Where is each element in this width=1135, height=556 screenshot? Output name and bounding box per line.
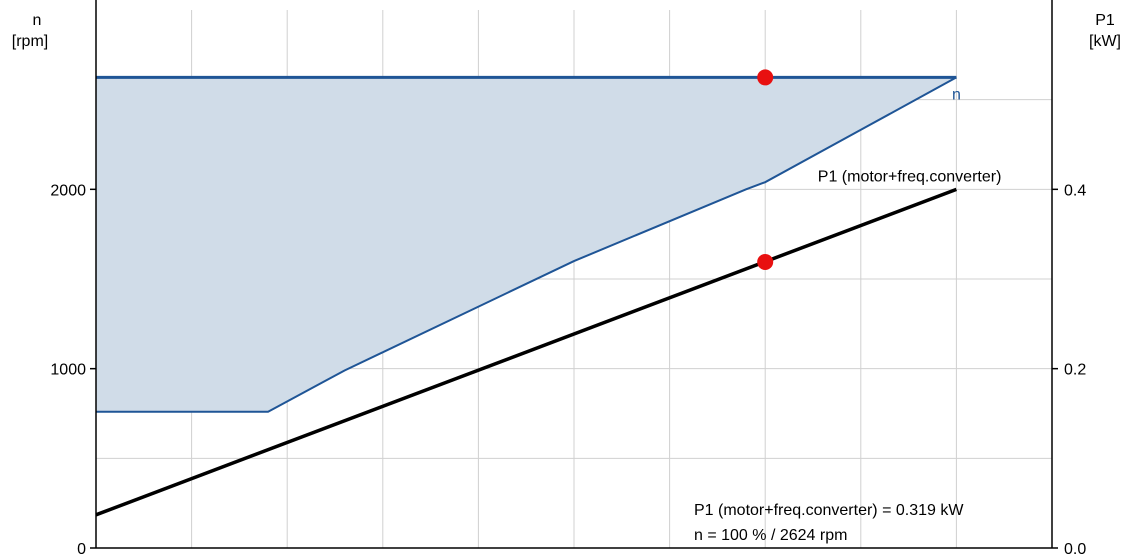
- left-axis-label-line1: n: [33, 12, 42, 29]
- operating-point-n: [757, 69, 774, 86]
- operating-point-p1: [757, 253, 774, 270]
- ticks: 0 1000 2000 0.0 0.2 0.4: [50, 182, 1086, 556]
- left-axis-label-line2: [rpm]: [12, 33, 48, 50]
- series-label-p1: P1 (motor+freq.converter): [818, 168, 1002, 185]
- left-tick-label: 1000: [50, 362, 86, 379]
- p1-series-line: [95, 187, 958, 517]
- n-series-lower-line: [96, 76, 957, 413]
- right-tick-label: 0.2: [1064, 362, 1086, 379]
- right-axis-label-line1: P1: [1095, 12, 1115, 29]
- info-line-power: P1 (motor+freq.converter) = 0.319 kW: [694, 502, 964, 519]
- plot-frame: [95, 0, 1053, 549]
- right-axis-label-line2: [kW]: [1089, 33, 1121, 50]
- left-tick-label: 0: [77, 541, 86, 556]
- right-tick-label: 0.4: [1064, 182, 1086, 199]
- left-tick-label: 2000: [50, 182, 86, 199]
- right-tick-label: 0.0: [1064, 541, 1086, 556]
- markers: [757, 69, 774, 270]
- info-line-speed: n = 100 % / 2624 rpm: [694, 527, 847, 544]
- series-layer: [95, 75, 958, 517]
- n-operating-range-fill: [96, 77, 957, 412]
- series-label-n: n: [952, 86, 961, 103]
- fill-layer: [96, 77, 957, 412]
